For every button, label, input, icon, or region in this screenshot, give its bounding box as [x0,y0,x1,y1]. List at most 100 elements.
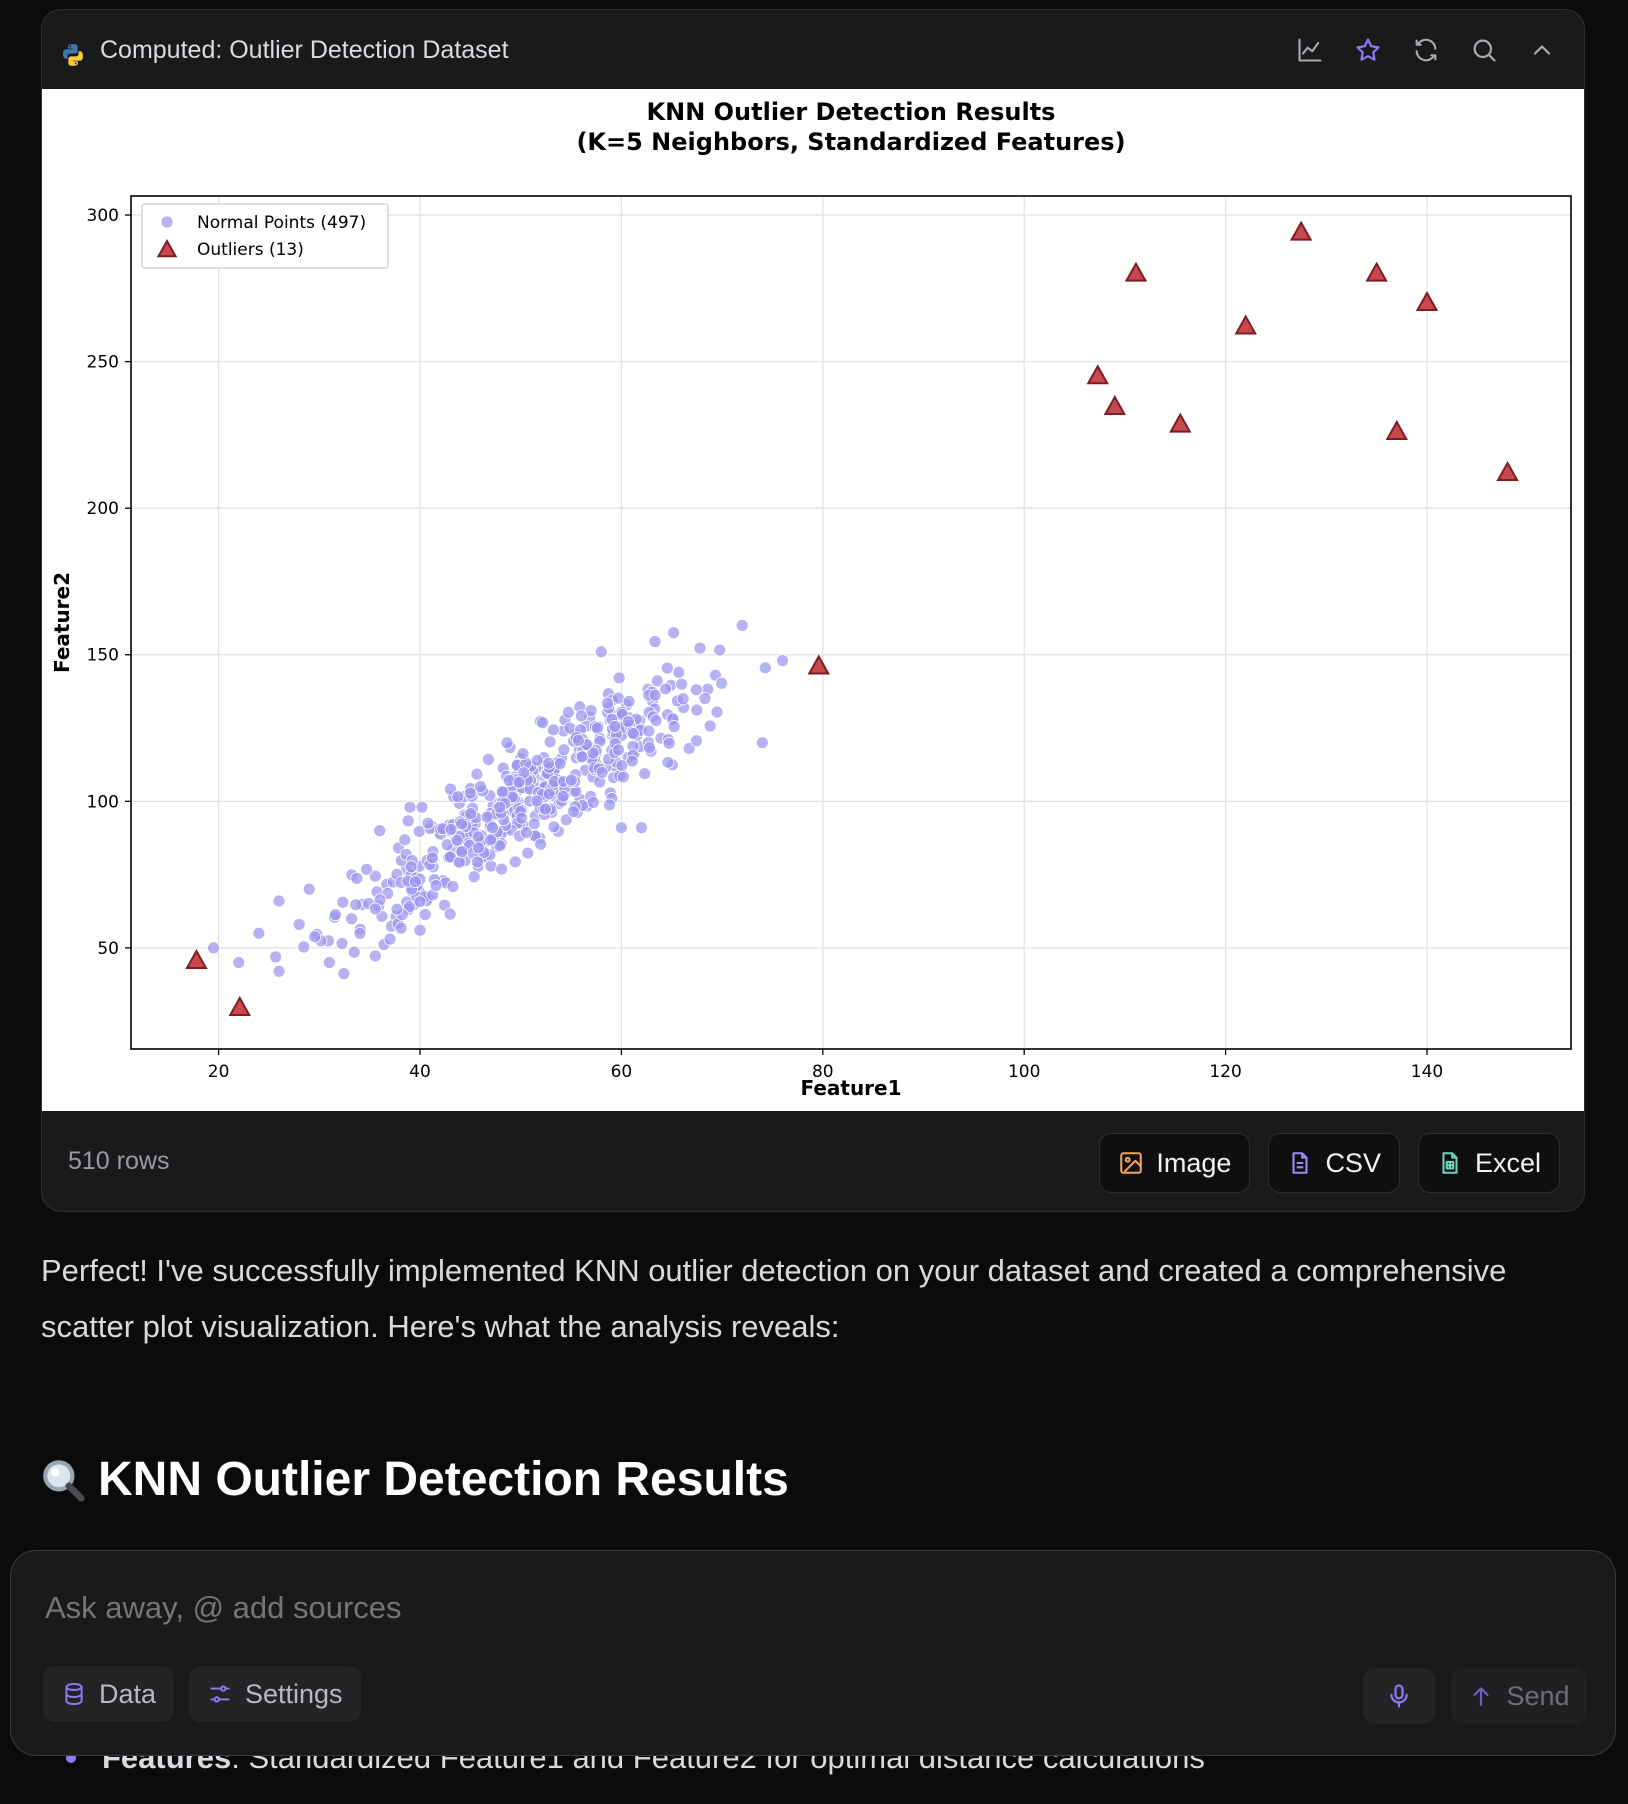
normal-point [481,753,495,766]
refresh-icon[interactable] [1408,32,1444,68]
settings-button[interactable]: Settings [189,1666,361,1722]
export-image-button[interactable]: Image [1099,1133,1251,1193]
normal-point [463,786,477,800]
normal-point [328,908,342,922]
normal-point [418,908,432,921]
normal-point [612,743,625,757]
normal-point [302,882,316,896]
x-tick-label: 40 [409,1062,431,1082]
normal-point [659,682,673,696]
normal-point [455,817,469,831]
export-excel-button[interactable]: Excel [1417,1133,1560,1193]
export-csv-button[interactable]: CSV [1268,1133,1400,1193]
chart-title-line: KNN Outlier Detection Results [647,98,1056,126]
normal-point [693,641,707,655]
x-axis-label: Feature1 [800,1076,901,1100]
normal-point [297,940,311,954]
normal-point [642,724,656,738]
normal-points-layer [207,619,789,981]
normal-point [574,709,588,723]
normal-point [710,705,724,719]
outlier-point [1169,412,1192,433]
chevron-up-icon[interactable] [1524,32,1560,68]
search-icon[interactable] [1466,32,1502,68]
outlier-point [1234,314,1257,335]
normal-point [559,813,573,827]
outlier-point [807,654,830,675]
arrow-up-icon [1473,1687,1490,1706]
outlier-point [228,995,251,1016]
normal-point [690,683,703,697]
normal-point [608,720,622,733]
y-tick-label: 250 [87,353,119,373]
outlier-point [1289,220,1313,241]
x-tick-label: 80 [812,1062,834,1082]
normal-point [703,719,717,733]
normal-point [586,746,600,760]
normal-point [676,692,690,706]
normal-point [421,816,435,830]
normal-point [516,747,530,760]
normal-point [207,941,220,955]
y-tick-label: 300 [87,206,119,226]
x-tick-label: 120 [1209,1062,1241,1082]
normal-point [586,795,600,809]
export-csv-label: CSV [1325,1147,1381,1178]
normal-point [648,688,662,702]
normal-point [322,956,336,969]
normal-point [553,757,567,771]
composer-input[interactable] [43,1589,1247,1627]
assistant-message: Perfect! I've successfully implemented K… [41,1243,1521,1355]
data-button[interactable]: Data [43,1666,175,1722]
outlier-point [1365,261,1388,282]
outlier-point [1086,364,1109,385]
export-buttons: Image CSV Excel [1099,1133,1560,1193]
file-icon [1292,1152,1308,1174]
normal-point [467,870,481,884]
normal-point [660,661,674,675]
normal-point [667,626,681,640]
x-tick-label: 140 [1411,1062,1443,1082]
normal-point [368,902,382,916]
normal-point [455,845,469,859]
normal-point [413,895,427,909]
normal-point [272,894,286,908]
normal-point [667,720,681,733]
normal-point [493,839,507,853]
normal-point [495,862,508,876]
section-heading: KNN Outlier Detection Results [38,1452,789,1507]
normal-point [232,956,246,969]
microphone-button[interactable] [1363,1668,1435,1724]
normal-point [661,755,675,769]
normal-point [486,821,499,835]
normal-point [493,800,507,814]
normal-point [480,810,494,824]
outlier-point [1496,460,1519,482]
star-icon[interactable] [1350,32,1386,68]
normal-point [635,821,648,835]
normal-point [615,759,629,772]
normal-point [471,855,484,869]
send-button[interactable]: Send [1451,1668,1587,1724]
normal-point [269,950,283,964]
chart-icon[interactable] [1292,32,1328,68]
normal-point [398,833,412,847]
normal-point [616,770,630,784]
normal-point [426,851,439,865]
normal-point [621,715,635,728]
y-tick-label: 150 [87,646,119,666]
normal-point [556,790,570,803]
normal-point [698,692,712,705]
legend-outlier-label: Outliers (13) [197,240,304,260]
normal-point [715,676,729,690]
normal-point [547,820,561,834]
computed-result-card: Computed: Outlier Detection Dataset KNN … [41,9,1585,1212]
normal-point [272,964,286,978]
normal-point [601,696,614,710]
normal-point [512,775,526,789]
chart-title-line: (K=5 Neighbors, Standardized Features) [576,128,1125,156]
y-tick-label: 50 [97,939,119,959]
normal-point [536,716,550,730]
normal-point [451,790,465,804]
message-composer: Data Settings Send [10,1550,1616,1756]
